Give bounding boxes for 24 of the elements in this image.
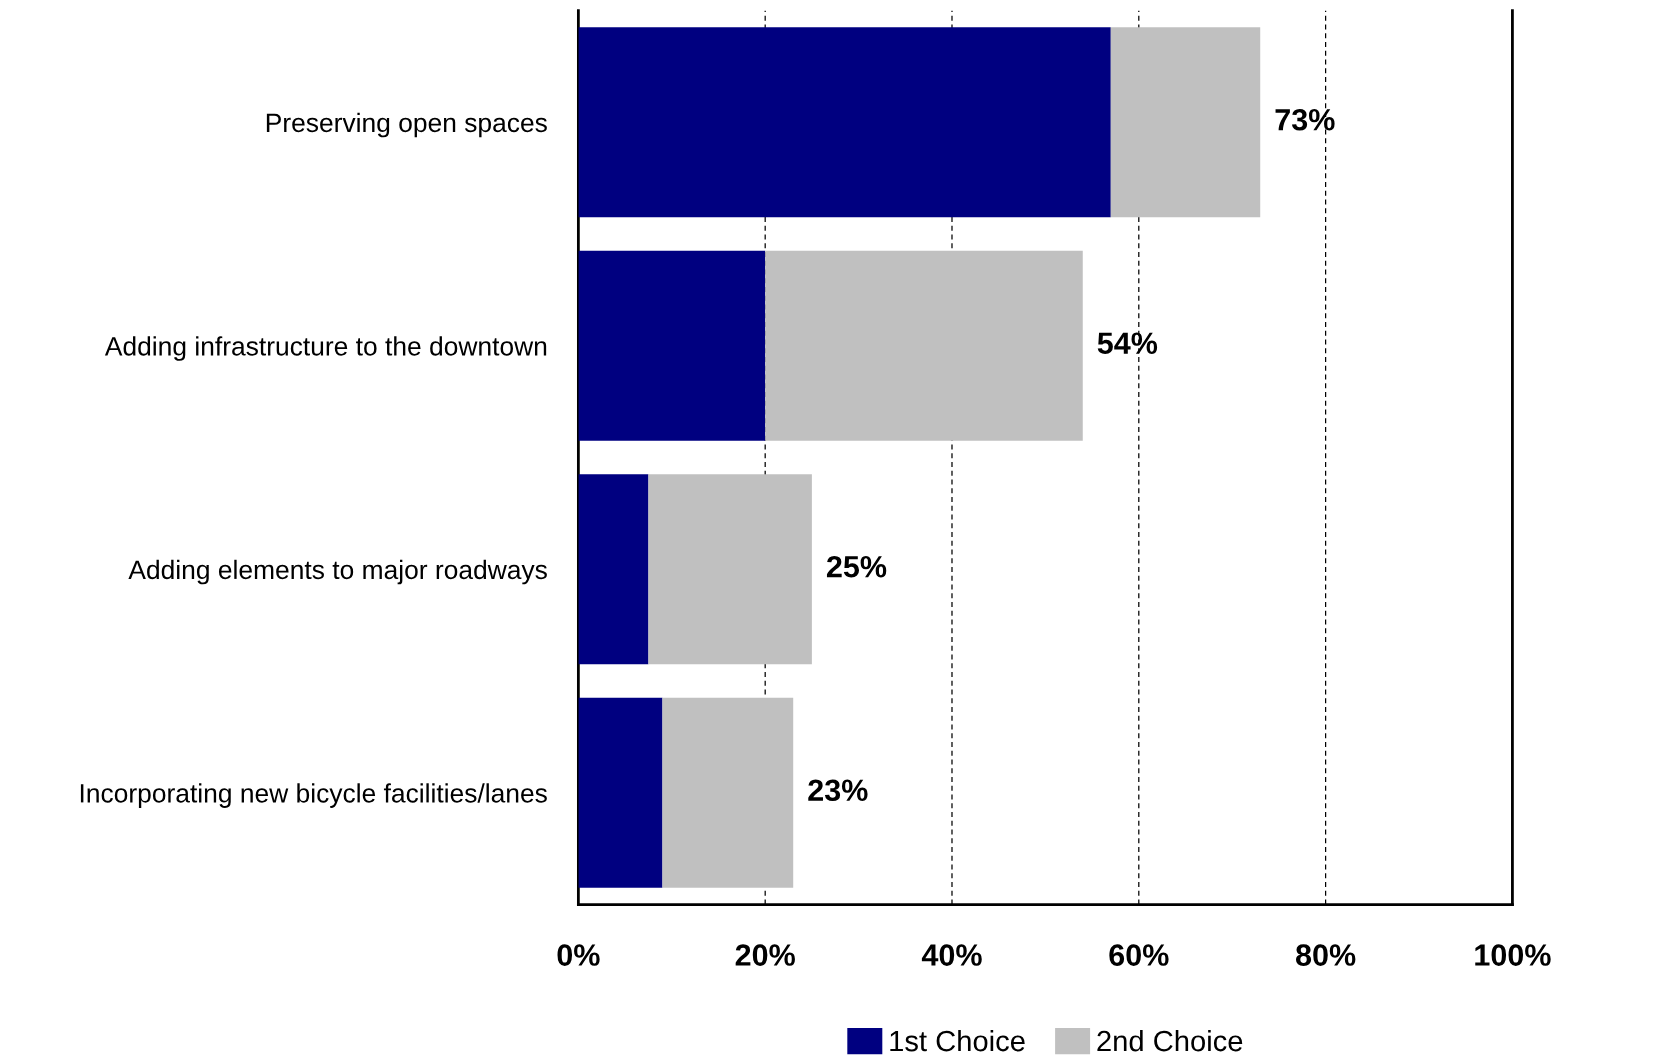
bar bbox=[578, 27, 1111, 218]
y-tick-label: Incorporating new bicycle facilities/lanes bbox=[80, 783, 547, 808]
total-label: 73% bbox=[1275, 108, 1335, 131]
legend-label: 1st Choice bbox=[890, 1029, 1025, 1052]
x-tick-label: 0% bbox=[557, 944, 600, 966]
total-label: 54% bbox=[1097, 332, 1158, 355]
bar bbox=[662, 697, 794, 888]
x-tick-label: 20% bbox=[735, 944, 795, 966]
total-label: 25% bbox=[826, 555, 887, 578]
bar bbox=[1110, 27, 1261, 218]
bar bbox=[578, 474, 649, 665]
bar bbox=[578, 697, 663, 888]
x-tick-label: 100% bbox=[1475, 944, 1551, 966]
y-tick-label: Preserving open spaces bbox=[266, 112, 547, 138]
total-label: 23% bbox=[808, 779, 868, 802]
x-tick-label: 40% bbox=[921, 944, 982, 966]
x-tick-label: 60% bbox=[1109, 944, 1169, 966]
x-tick-label: 80% bbox=[1296, 944, 1356, 966]
bar bbox=[578, 250, 766, 441]
legend-label: 2nd Choice bbox=[1097, 1029, 1243, 1052]
bar bbox=[648, 474, 812, 665]
y-tick-label: Adding elements to major roadways bbox=[128, 559, 547, 585]
bar bbox=[765, 250, 1083, 441]
y-tick-label: Adding infrastructure to the downtown bbox=[104, 336, 547, 361]
